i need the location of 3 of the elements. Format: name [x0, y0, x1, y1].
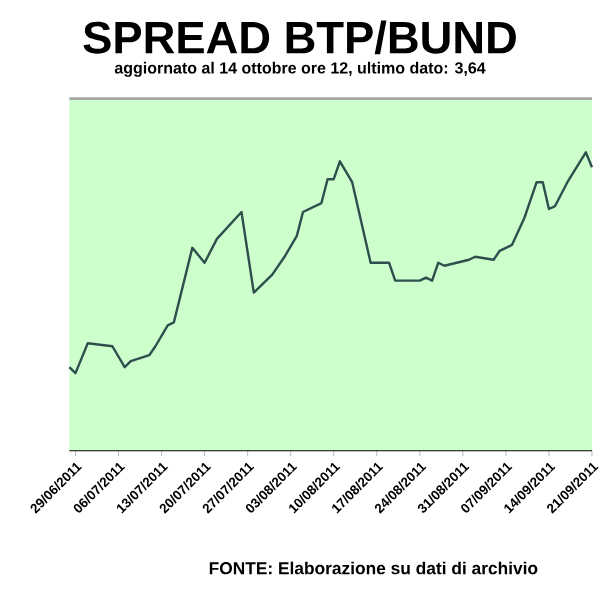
- chart-subtitle: aggiornato al 14 ottobre ore 12, ultimo dato: 3,64: [114, 61, 486, 77]
- source-note: FONTE: Elaborazione su dati di archivio: [209, 561, 538, 575]
- chart-title: SPREAD BTP/BUND: [83, 20, 516, 55]
